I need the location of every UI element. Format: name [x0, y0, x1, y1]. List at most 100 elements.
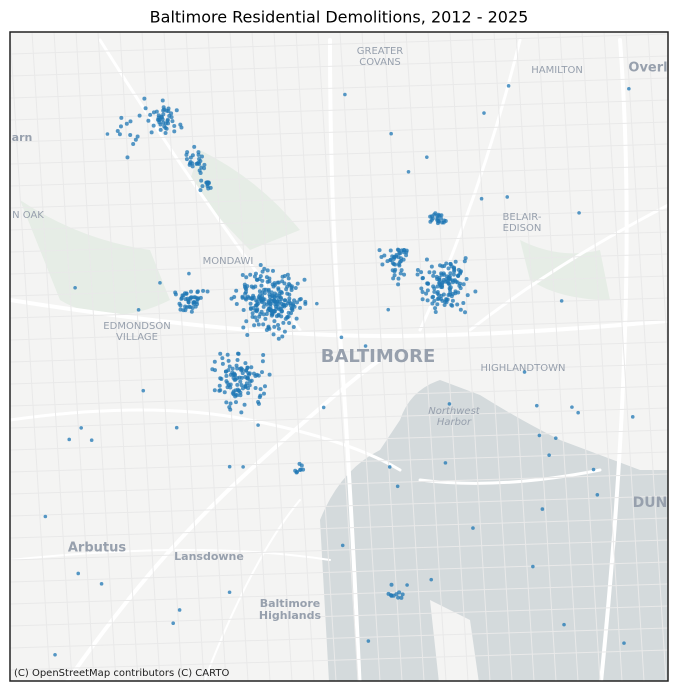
demolition-point	[388, 593, 393, 598]
demolition-point	[289, 311, 294, 316]
demolition-point	[76, 571, 81, 576]
demolition-point	[192, 300, 197, 305]
demolition-point	[455, 302, 460, 307]
street	[10, 209, 668, 231]
demolition-point	[231, 392, 236, 397]
demolition-point	[223, 369, 228, 374]
demolition-point	[171, 621, 175, 626]
demolition-point	[401, 250, 406, 255]
demolition-point	[220, 361, 225, 366]
demolition-point	[293, 468, 298, 473]
demolition-point	[200, 184, 205, 189]
demolition-point	[435, 216, 440, 221]
demolition-point	[164, 126, 169, 131]
demolition-point	[276, 336, 281, 341]
demolition-point	[427, 270, 432, 275]
demolition-point	[282, 273, 287, 278]
demolition-point	[253, 386, 258, 391]
street	[427, 32, 469, 681]
demolition-point	[149, 130, 154, 135]
street	[10, 253, 668, 275]
demolition-point	[232, 294, 237, 299]
demolition-point	[591, 467, 596, 472]
demolition-point	[43, 514, 48, 519]
demolition-point	[433, 211, 438, 216]
demolition-point	[464, 277, 469, 282]
demolition-point	[163, 121, 168, 126]
street	[10, 99, 668, 121]
demolition-point	[128, 132, 133, 137]
place-label: Baltimore	[260, 597, 321, 610]
demolition-point	[398, 251, 403, 256]
demolition-point	[157, 120, 162, 125]
demolition-point	[272, 324, 277, 329]
demolition-point	[456, 273, 461, 278]
demolition-point	[89, 438, 94, 443]
demolition-point	[226, 383, 231, 388]
demolition-point	[261, 391, 266, 396]
demolition-point	[174, 425, 179, 430]
demolition-point	[315, 301, 319, 306]
street	[537, 32, 579, 681]
demolition-point	[227, 364, 232, 369]
demolition-point	[124, 121, 129, 126]
demolition-point	[249, 378, 254, 383]
street	[581, 32, 623, 681]
demolition-point	[432, 298, 437, 303]
place-label: VILLAGE	[116, 332, 158, 343]
demolition-point	[256, 373, 261, 378]
demolition-point	[161, 112, 166, 117]
demolition-point	[442, 303, 447, 308]
demolition-point	[218, 388, 223, 393]
demolition-point	[395, 247, 400, 252]
demolition-point	[439, 216, 444, 221]
street	[229, 32, 271, 681]
demolition-point	[198, 295, 203, 300]
demolition-point	[440, 285, 445, 290]
street	[10, 605, 668, 627]
demolition-point	[202, 166, 207, 171]
demolition-point	[232, 377, 237, 382]
demolition-point	[262, 291, 267, 296]
demolition-point	[286, 276, 291, 281]
demolition-point	[453, 291, 458, 296]
street	[10, 429, 668, 451]
demolition-point	[547, 453, 551, 457]
demolition-point	[287, 296, 292, 301]
demolition-point	[258, 274, 263, 279]
place-label: HAMILTON	[531, 65, 583, 76]
street	[10, 583, 668, 605]
demolition-point	[248, 301, 253, 306]
demolition-point	[396, 595, 401, 600]
street-grid	[10, 32, 668, 681]
demolition-point	[401, 257, 406, 262]
demolition-point	[99, 582, 104, 586]
demolition-point	[390, 268, 395, 273]
demolition-point	[163, 131, 168, 136]
demolition-point	[415, 268, 420, 273]
demolition-point	[142, 96, 147, 101]
demolition-point	[433, 306, 438, 311]
demolition-point	[185, 150, 190, 155]
street	[493, 32, 535, 681]
demolition-point	[449, 302, 454, 307]
demolition-point	[259, 299, 264, 304]
demolition-point	[243, 374, 248, 379]
demolition-point	[282, 298, 287, 303]
demolition-point	[271, 332, 276, 337]
demolition-point	[396, 276, 401, 281]
demolition-point	[256, 322, 261, 327]
street	[625, 32, 667, 681]
demolition-point	[199, 154, 204, 159]
street	[383, 32, 425, 681]
demolition-point	[255, 299, 260, 304]
demolition-point	[245, 366, 250, 371]
demolition-point	[224, 400, 229, 405]
demolition-point	[53, 652, 57, 657]
demolition-point	[463, 310, 468, 315]
demolition-point	[443, 461, 448, 465]
demolition-point	[208, 185, 213, 190]
demolition-point	[226, 358, 231, 363]
demolition-point	[204, 180, 209, 185]
